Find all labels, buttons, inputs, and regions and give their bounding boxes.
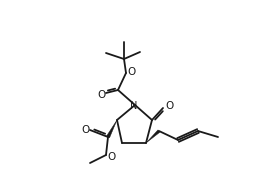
Polygon shape <box>146 130 160 143</box>
Text: O: O <box>107 152 115 162</box>
Text: O: O <box>81 125 89 135</box>
Text: N: N <box>130 101 138 111</box>
Text: O: O <box>97 90 105 100</box>
Polygon shape <box>106 120 117 138</box>
Text: O: O <box>165 101 173 111</box>
Text: O: O <box>127 67 135 77</box>
